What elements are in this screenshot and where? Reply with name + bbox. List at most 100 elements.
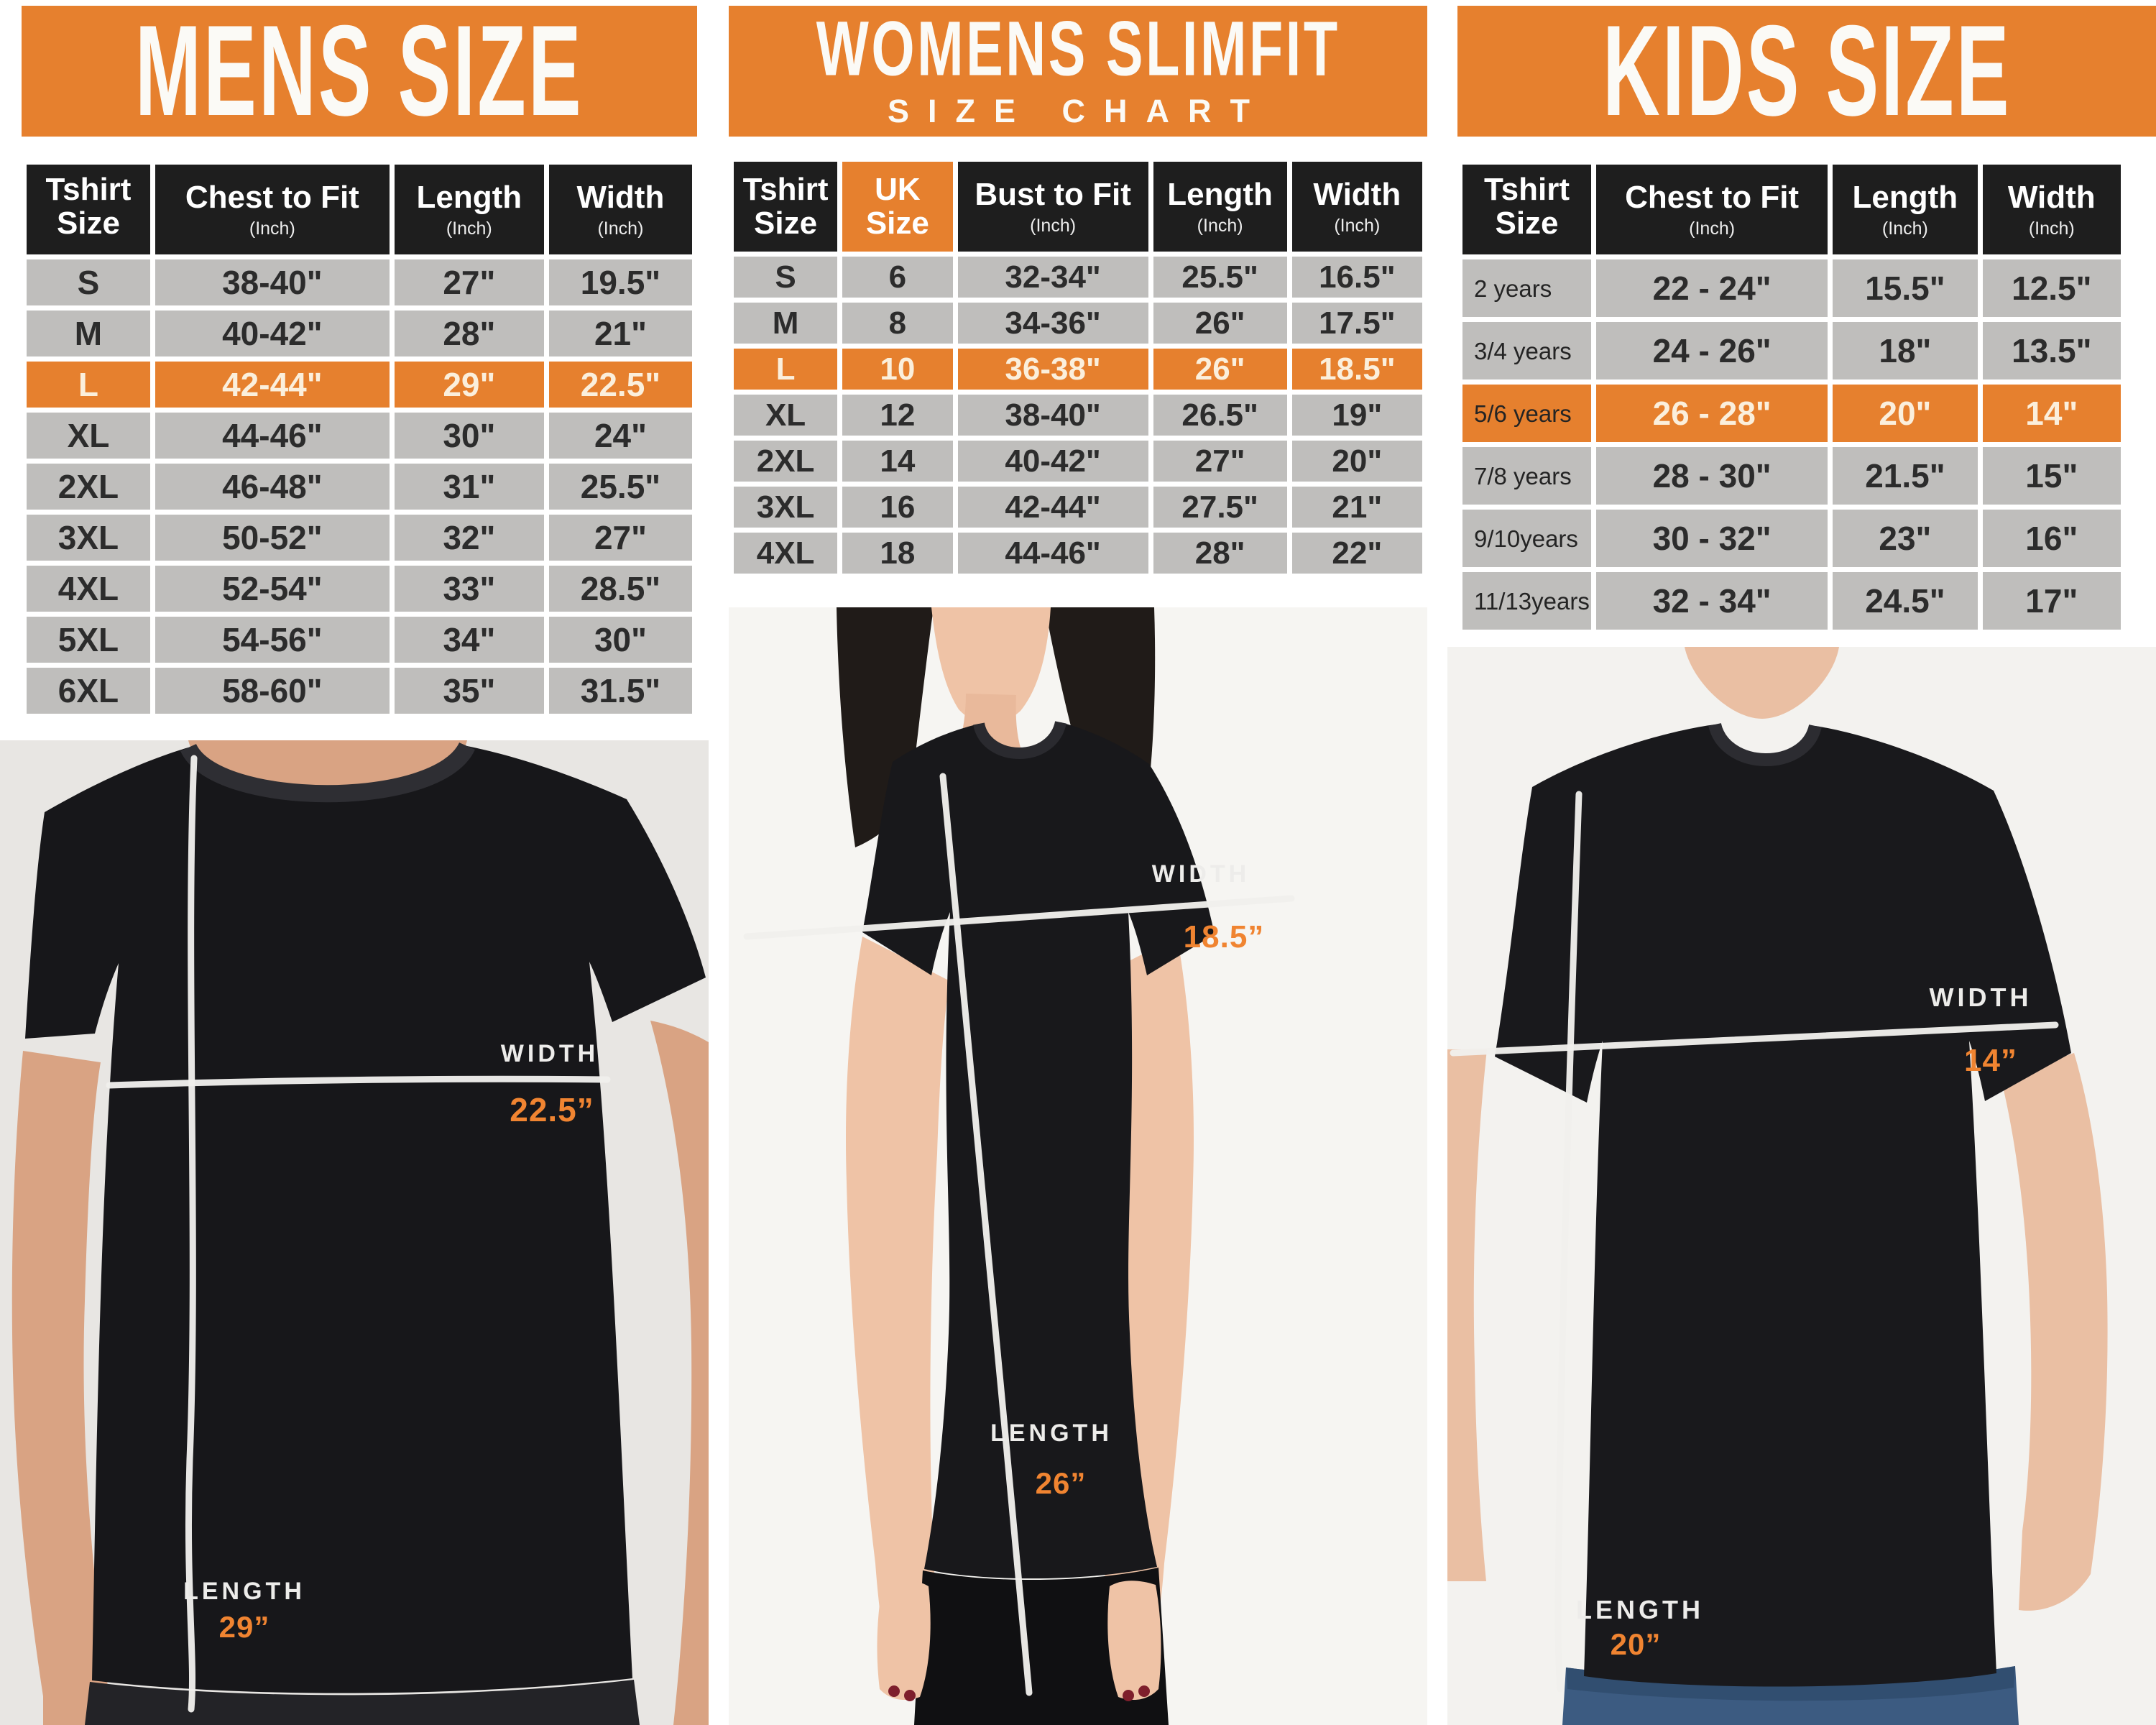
kids-photo: WIDTH 14” LENGTH 20” xyxy=(1447,647,2156,1725)
womens-size-table: Tshirt Size UK Size Bust to Fit (Inch) Le… xyxy=(729,157,1427,579)
chin-neck-skin xyxy=(1685,647,1839,719)
cell: 14 xyxy=(842,441,953,482)
cell: 5XL xyxy=(27,617,150,663)
nail xyxy=(888,1685,900,1697)
cell: L xyxy=(27,362,150,408)
cell: 3XL xyxy=(27,515,150,561)
table-row: 3XL 50-52" 32" 27" xyxy=(27,515,692,561)
cell: 13.5" xyxy=(1982,322,2121,380)
cell: 16" xyxy=(1982,510,2121,567)
cell: 28 - 30" xyxy=(1596,447,1828,505)
cell: 9/10years xyxy=(1462,510,1591,567)
length-measure-line xyxy=(185,755,198,1713)
table-row: 5XL 54-56" 34" 30" xyxy=(27,617,692,663)
cell: 25.5" xyxy=(548,464,692,510)
cell: 28.5" xyxy=(548,566,692,612)
column-header-width: Width (Inch) xyxy=(1982,165,2121,254)
cell: 28" xyxy=(394,310,544,356)
cell: 4XL xyxy=(27,566,150,612)
collar xyxy=(973,720,1067,759)
column-header-uk-size: UK Size xyxy=(842,162,953,252)
cell: 40-42" xyxy=(957,441,1148,482)
cell: 31" xyxy=(394,464,544,510)
width-measure-line xyxy=(106,1075,611,1089)
cell: 6XL xyxy=(27,668,150,714)
table-row: S 38-40" 27" 19.5" xyxy=(27,259,692,305)
width-value: 14” xyxy=(1964,1043,2017,1078)
cell: 18 xyxy=(842,533,953,574)
cell: 26 - 28" xyxy=(1596,385,1828,442)
length-label: LENGTH xyxy=(990,1420,1112,1447)
cell: 46-48" xyxy=(155,464,390,510)
cell: 12 xyxy=(842,395,953,436)
cell: 34-36" xyxy=(957,303,1148,344)
cell: 11/13years xyxy=(1462,572,1591,630)
cell: 22 - 24" xyxy=(1596,259,1828,317)
womens-title: WOMENS SLIMFIT xyxy=(816,4,1340,92)
cell: 12.5" xyxy=(1982,259,2121,317)
width-measure-line xyxy=(1450,1021,2059,1057)
cell: 21" xyxy=(1291,487,1422,528)
cell: 42-44" xyxy=(957,487,1148,528)
left-hand xyxy=(877,1581,931,1701)
kids-header-row: Tshirt Size Chest to Fit (Inch) Length (In… xyxy=(1462,165,2121,254)
table-row-highlighted: L 10 36-38" 26" 18.5" xyxy=(734,349,1422,390)
right-hand xyxy=(1107,1581,1161,1701)
cell: 25.5" xyxy=(1153,257,1287,298)
column-header-length: Length (Inch) xyxy=(1153,162,1287,252)
cell: 54-56" xyxy=(155,617,390,663)
cell: 2 years xyxy=(1462,259,1591,317)
cell: 18" xyxy=(1833,322,1978,380)
width-measure-line xyxy=(743,895,1295,940)
table-row: 3XL 16 42-44" 27.5" 21" xyxy=(734,487,1422,528)
column-header-chest: Chest to Fit (Inch) xyxy=(1596,165,1828,254)
cell: XL xyxy=(27,413,150,459)
cell: 23" xyxy=(1833,510,1978,567)
cell: 27.5" xyxy=(1153,487,1287,528)
womens-title-banner: WOMENS SLIMFIT SIZE CHART xyxy=(729,4,1427,137)
column-header-width: Width (Inch) xyxy=(1291,162,1422,252)
tshirt xyxy=(25,746,706,1693)
panel-mens: MENS SIZE Tshirt Size Chest to Fit (Inch)… xyxy=(0,0,719,1725)
table-row: M 8 34-36" 26" 17.5" xyxy=(734,303,1422,344)
length-value: 26” xyxy=(1036,1466,1087,1500)
left-arm xyxy=(11,1051,114,1725)
table-row: XL 12 38-40" 26.5" 19" xyxy=(734,395,1422,436)
womens-figure: WIDTH 18.5” LENGTH 26” xyxy=(729,607,1427,1725)
cell: 14" xyxy=(1982,385,2121,442)
table-row: 9/10years 30 - 32" 23" 16" xyxy=(1462,510,2121,567)
collar xyxy=(180,742,475,803)
cell: M xyxy=(734,303,838,344)
width-label: WIDTH xyxy=(1152,860,1250,888)
width-label: WIDTH xyxy=(501,1040,599,1067)
face-chin xyxy=(931,607,1051,724)
column-header-length: Length (Inch) xyxy=(394,165,544,254)
mens-figure: WIDTH 22.5” LENGTH 29” xyxy=(0,740,709,1725)
column-header-size: Tshirt Size xyxy=(734,162,838,252)
cell: 15.5" xyxy=(1833,259,1978,317)
cell: 24" xyxy=(548,413,692,459)
cell: 29" xyxy=(394,362,544,408)
left-arm xyxy=(1447,1049,1487,1581)
table-row: 2 years 22 - 24" 15.5" 12.5" xyxy=(1462,259,2121,317)
mens-header-row: Tshirt Size Chest to Fit (Inch) Length (In… xyxy=(27,165,692,254)
table-row: S 6 32-34" 25.5" 16.5" xyxy=(734,257,1422,298)
table-row: XL 44-46" 30" 24" xyxy=(27,413,692,459)
cell: 30 - 32" xyxy=(1596,510,1828,567)
cell: 7/8 years xyxy=(1462,447,1591,505)
table-row: 2XL 14 40-42" 27" 20" xyxy=(734,441,1422,482)
cell: 44-46" xyxy=(957,533,1148,574)
cell: 10 xyxy=(842,349,953,390)
column-header-bust: Bust to Fit (Inch) xyxy=(957,162,1148,252)
cell: 26.5" xyxy=(1153,395,1287,436)
cell: 16 xyxy=(842,487,953,528)
cell: 20" xyxy=(1291,441,1422,482)
cell: S xyxy=(734,257,838,298)
pants xyxy=(85,1680,640,1725)
cell: 21.5" xyxy=(1833,447,1978,505)
collar xyxy=(1708,722,1822,766)
column-header-length: Length (Inch) xyxy=(1833,165,1978,254)
cell: 21" xyxy=(548,310,692,356)
cell: 33" xyxy=(394,566,544,612)
panel-kids: KIDS SIZE Tshirt Size Chest to Fit (Inch)… xyxy=(1437,0,2156,1725)
